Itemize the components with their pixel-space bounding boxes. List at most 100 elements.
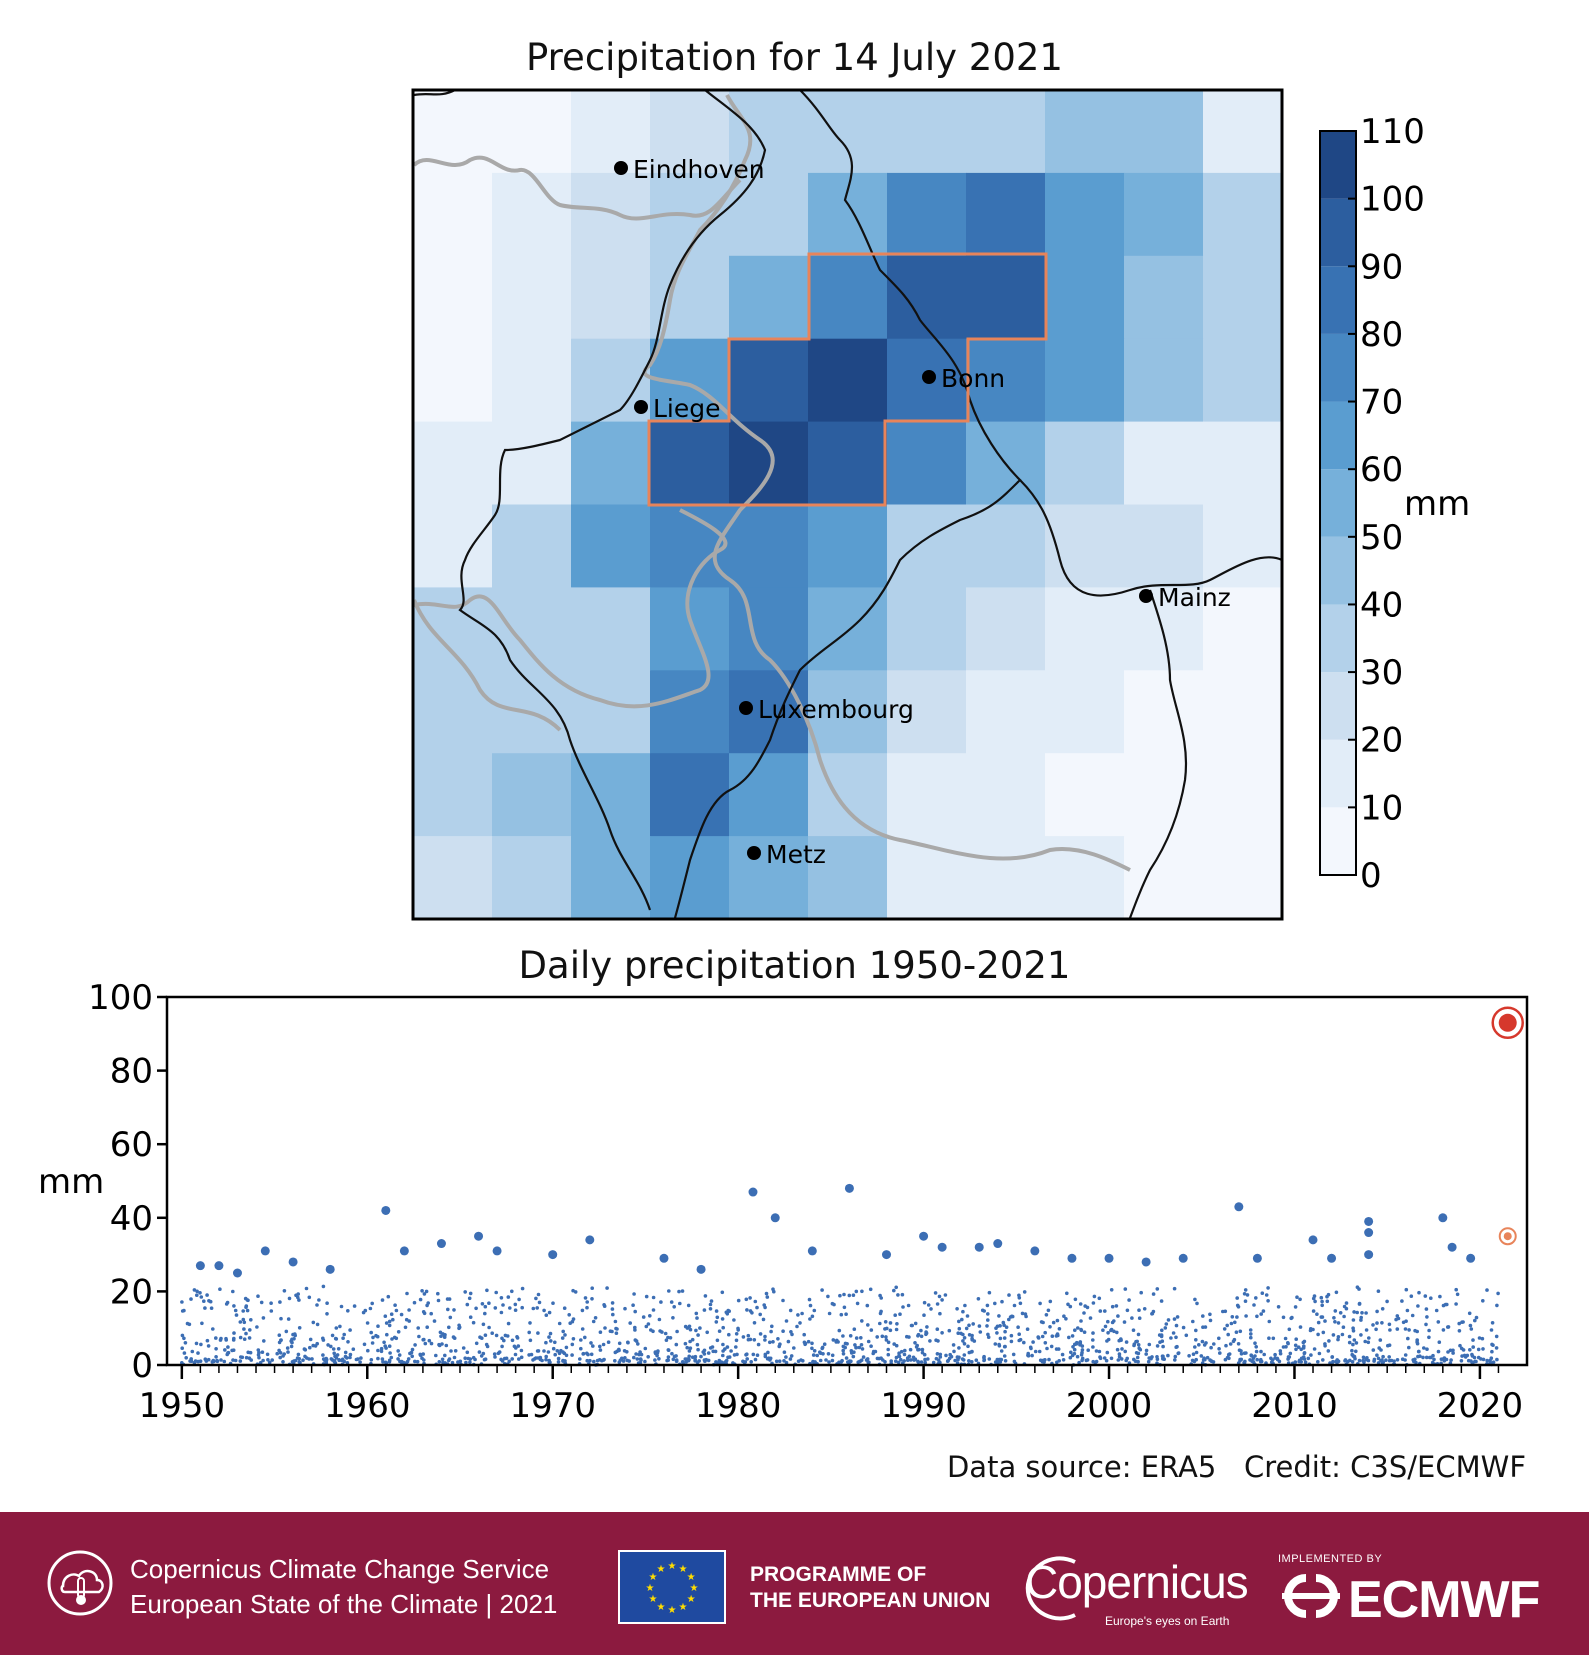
- data-point: [721, 1349, 725, 1353]
- data-point: [628, 1321, 632, 1325]
- eu-star: ★: [648, 1572, 657, 1583]
- data-point: [429, 1311, 434, 1316]
- data-point: [859, 1343, 864, 1347]
- data-point: [1323, 1319, 1327, 1323]
- data-point: [1139, 1290, 1143, 1295]
- data-point: [812, 1349, 817, 1353]
- data-point: [1271, 1336, 1276, 1341]
- data-point: [1309, 1353, 1313, 1357]
- data-point: [732, 1318, 736, 1322]
- data-point: [398, 1359, 402, 1364]
- data-point: [1208, 1312, 1212, 1317]
- data-point: [672, 1305, 676, 1309]
- data-point: [345, 1361, 350, 1365]
- data-point: [976, 1297, 981, 1301]
- data-point: [513, 1308, 518, 1312]
- data-point: [922, 1300, 927, 1305]
- data-point: [702, 1348, 707, 1353]
- data-point: [1068, 1304, 1073, 1309]
- data-point: [664, 1338, 669, 1342]
- data-point: [1249, 1335, 1253, 1340]
- data-point: [1150, 1311, 1155, 1316]
- data-point: [510, 1338, 515, 1343]
- data-point: [1473, 1318, 1477, 1323]
- data-point: [782, 1359, 786, 1363]
- data-point: [529, 1352, 534, 1357]
- data-point: [683, 1341, 688, 1346]
- data-point: [1262, 1352, 1266, 1357]
- data-point: [978, 1330, 983, 1334]
- data-point: [1044, 1313, 1049, 1317]
- data-point: [544, 1313, 549, 1317]
- data-point: [562, 1306, 567, 1310]
- data-point: [1181, 1325, 1186, 1330]
- data-point: [370, 1341, 375, 1345]
- data-point: [884, 1338, 889, 1342]
- data-point: [771, 1340, 775, 1344]
- data-point: [1144, 1348, 1149, 1353]
- data-point: [924, 1331, 929, 1335]
- data-point: [244, 1331, 248, 1336]
- data-point: [808, 1317, 812, 1321]
- data-point: [240, 1355, 245, 1360]
- data-point: [1193, 1345, 1197, 1349]
- map-cell: [413, 338, 493, 423]
- data-point: [896, 1360, 901, 1365]
- map-cell: [413, 255, 493, 340]
- data-point: [446, 1358, 451, 1363]
- data-point: [688, 1339, 692, 1344]
- data-point: [361, 1310, 366, 1315]
- data-point: [1436, 1320, 1441, 1324]
- map-cell: [966, 338, 1046, 423]
- city-marker-bonn: [922, 370, 936, 384]
- map-cell: [1203, 587, 1283, 671]
- data-point: [416, 1326, 421, 1330]
- map-cell: [571, 504, 651, 588]
- data-point: [938, 1311, 942, 1316]
- data-point: [380, 1298, 385, 1302]
- data-point: [262, 1339, 266, 1343]
- data-point: [1110, 1304, 1115, 1309]
- data-point: [404, 1317, 409, 1322]
- data-point: [1479, 1357, 1483, 1361]
- data-point: [963, 1303, 967, 1308]
- data-point: [653, 1358, 657, 1362]
- data-point: [585, 1300, 589, 1304]
- data-point: [1205, 1355, 1210, 1360]
- data-point: [293, 1333, 298, 1338]
- data-point: [1131, 1328, 1136, 1332]
- data-point: [696, 1333, 700, 1337]
- data-point: [868, 1287, 873, 1292]
- data-point: [702, 1358, 707, 1362]
- data-point: [826, 1352, 831, 1356]
- data-point: [512, 1344, 517, 1349]
- map-cell: [1124, 90, 1204, 174]
- data-point: [247, 1336, 252, 1340]
- data-point: [1494, 1346, 1499, 1350]
- data-point: [1255, 1314, 1259, 1319]
- data-point: [1056, 1333, 1060, 1338]
- data-point: [379, 1349, 384, 1354]
- data-point: [1375, 1353, 1379, 1357]
- data-point: [1448, 1348, 1453, 1353]
- colorbar-tick-label: 70: [1360, 383, 1403, 423]
- data-point: [1200, 1339, 1205, 1344]
- data-point: [232, 1331, 236, 1335]
- data-point: [583, 1296, 588, 1300]
- data-point: [444, 1343, 449, 1348]
- data-point: [180, 1333, 185, 1338]
- data-point: [182, 1336, 186, 1341]
- data-point: [1136, 1332, 1141, 1337]
- data-point: [1490, 1321, 1495, 1325]
- data-point: [1351, 1326, 1355, 1330]
- data-point: [812, 1308, 817, 1313]
- data-point: [1212, 1342, 1216, 1346]
- data-point: [1474, 1315, 1479, 1320]
- data-point: [1434, 1308, 1439, 1313]
- credit-text: Credit: C3S/ECMWF: [1243, 1450, 1526, 1484]
- data-point: [281, 1354, 285, 1358]
- map-cell: [1203, 255, 1283, 340]
- data-point: [892, 1288, 896, 1293]
- data-point: [720, 1290, 725, 1295]
- eu-line2: THE EUROPEAN UNION: [750, 1589, 991, 1612]
